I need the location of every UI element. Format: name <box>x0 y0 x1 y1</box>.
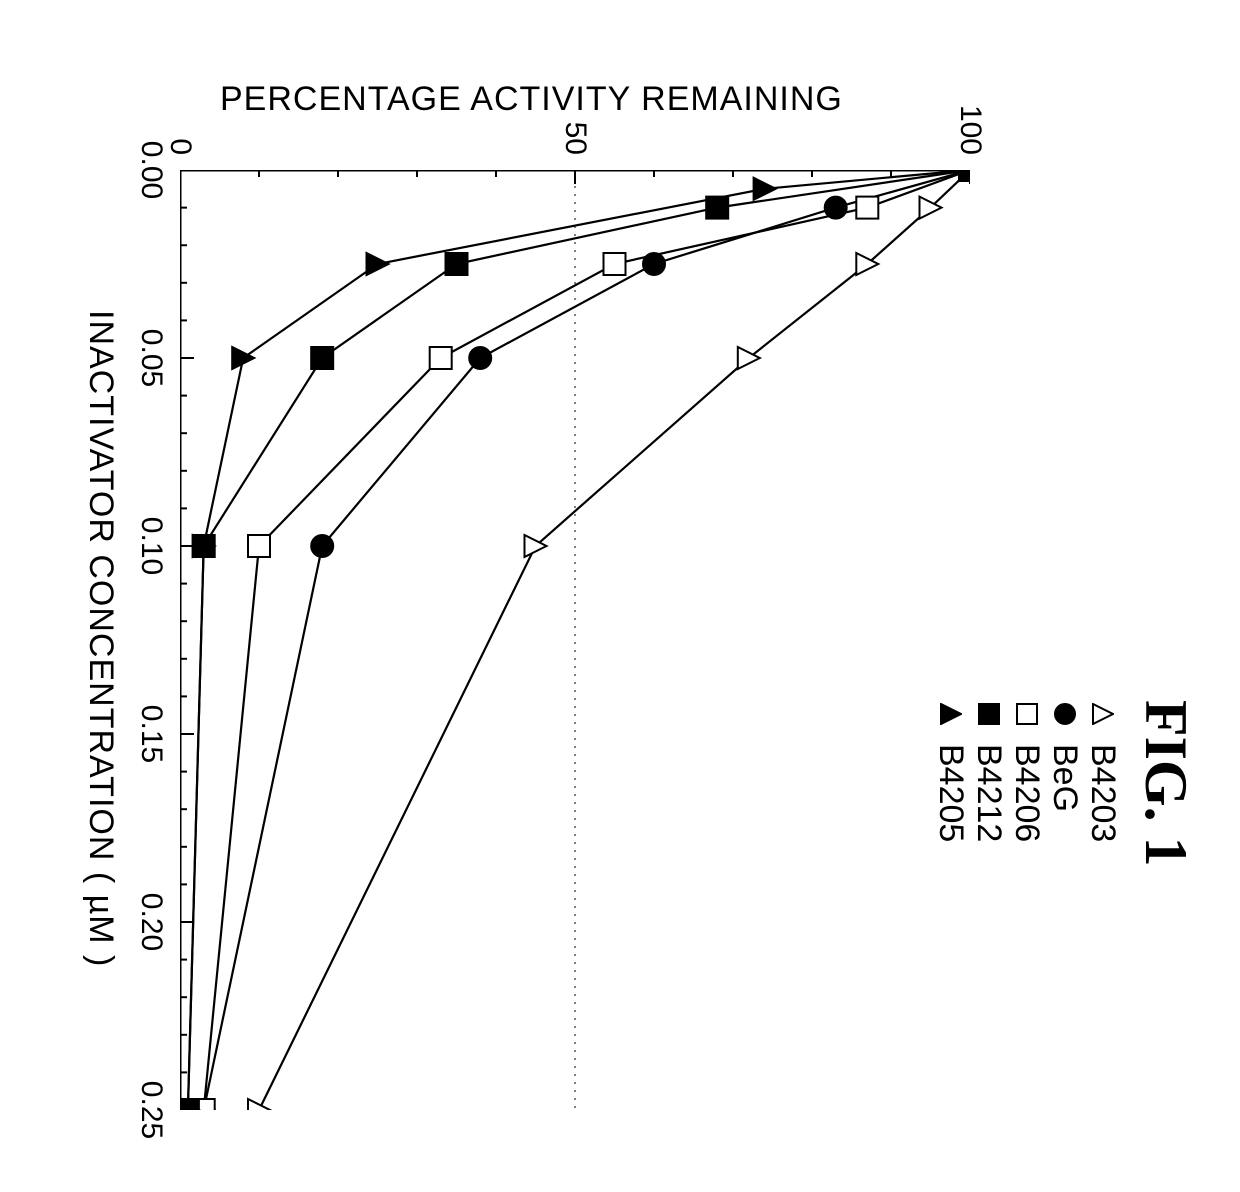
legend-item-label: BeG <box>1048 744 1082 812</box>
legend-marker-icon <box>1048 700 1082 728</box>
series-line-B4205 <box>188 170 970 1110</box>
plot-svg <box>180 170 970 1110</box>
y-tick-label: 50 <box>558 100 592 155</box>
image-stage: FIG. 1 B4203BeGB4206B4212B4205 PERCENTAG… <box>0 0 1240 1192</box>
legend-marker-icon <box>972 700 1006 728</box>
legend-item-BeG: BeG <box>1048 700 1082 842</box>
legend-item-B4206: B4206 <box>1010 700 1044 842</box>
x-tick-label: 0.10 <box>134 517 168 575</box>
y-tick-label: 0 <box>163 100 197 155</box>
series-line-BeG <box>204 170 970 1110</box>
legend-item-label: B4203 <box>1086 744 1120 842</box>
x-axis-label: INACTIVATOR CONCENTRATION ( µM ) <box>81 310 120 967</box>
series-line-B4206 <box>204 170 970 1110</box>
y-tick-label: 100 <box>953 100 987 155</box>
legend-item-label: B4212 <box>972 744 1006 842</box>
legend-marker-icon <box>1086 700 1120 728</box>
figure-title: FIG. 1 <box>1131 700 1200 867</box>
rotated-chart-canvas: FIG. 1 B4203BeGB4206B4212B4205 PERCENTAG… <box>0 0 1240 1192</box>
series-line-B4203 <box>259 170 970 1110</box>
series-line-B4212 <box>188 170 970 1110</box>
plot-area <box>180 170 970 1110</box>
legend-marker-icon <box>1010 700 1044 728</box>
legend-item-B4212: B4212 <box>972 700 1006 842</box>
legend-item-B4203: B4203 <box>1086 700 1120 842</box>
x-tick-label: 0.25 <box>134 1081 168 1139</box>
y-axis-label: PERCENTAGE ACTIVITY REMAINING <box>220 80 843 119</box>
x-tick-label: 0.05 <box>134 329 168 387</box>
legend-item-label: B4206 <box>1010 744 1044 842</box>
x-tick-label: 0.15 <box>134 705 168 763</box>
x-tick-label: 0.20 <box>134 893 168 951</box>
